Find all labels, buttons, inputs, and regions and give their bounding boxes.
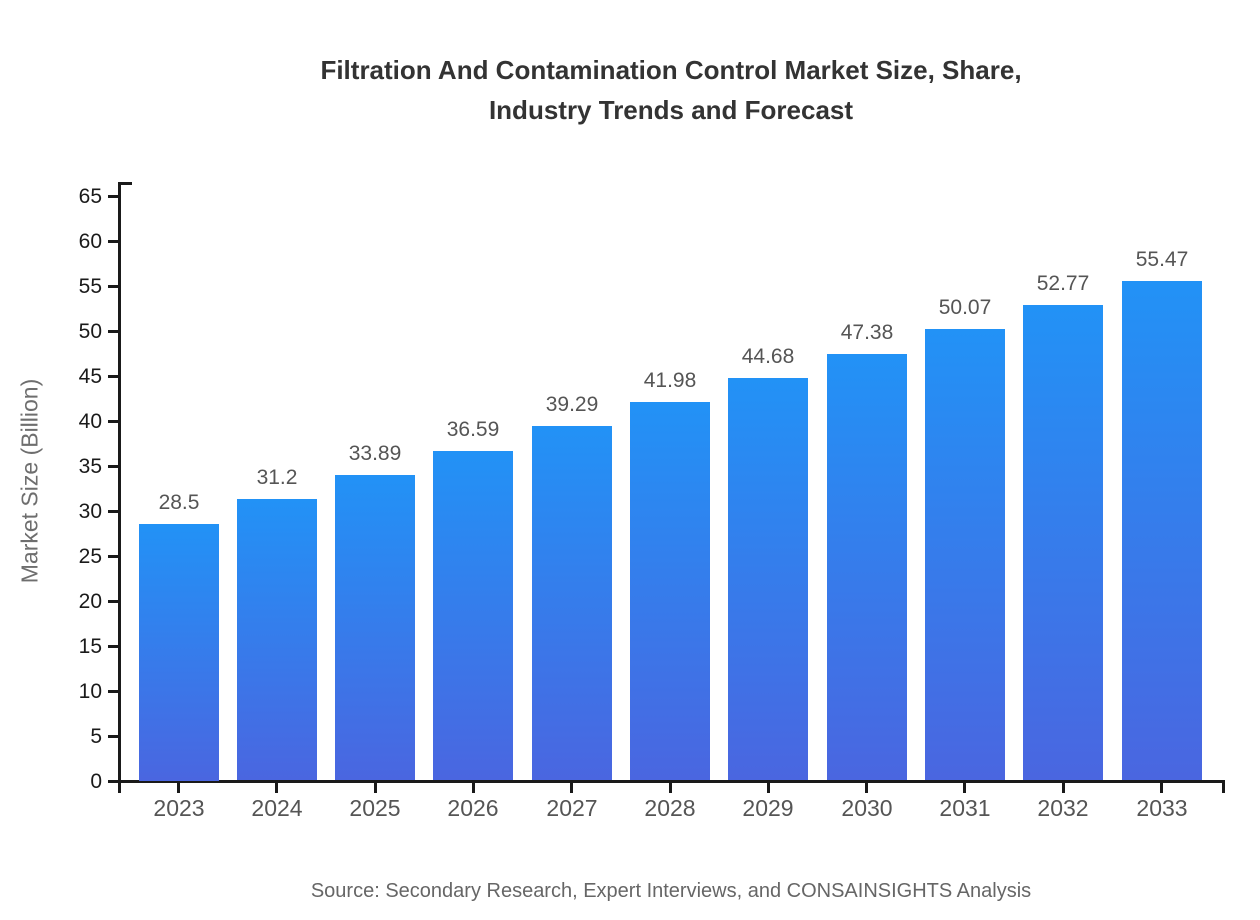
y-tick <box>108 330 118 333</box>
y-tick <box>108 285 118 288</box>
bar <box>1122 281 1202 780</box>
y-tick <box>108 240 118 243</box>
y-axis-top-cap <box>118 182 132 185</box>
x-tick <box>570 783 573 793</box>
y-tick <box>108 510 118 513</box>
bar-value-label: 31.2 <box>256 466 298 489</box>
x-tick-label: 2030 <box>841 795 893 821</box>
y-tick-label: 30 <box>78 500 102 523</box>
x-tick-label: 2027 <box>546 795 598 821</box>
x-tick <box>374 783 377 793</box>
y-tick-label: 5 <box>90 725 102 748</box>
y-tick-label: 0 <box>90 770 102 793</box>
y-tick <box>108 780 118 783</box>
y-tick-label: 55 <box>78 275 102 298</box>
x-tick <box>669 783 672 793</box>
y-tick <box>108 690 118 693</box>
y-tick <box>108 465 118 468</box>
bar <box>237 499 317 780</box>
y-tick <box>108 600 118 603</box>
y-tick-label: 25 <box>78 545 102 568</box>
bar-value-label: 50.07 <box>938 296 992 319</box>
x-tick-label: 2024 <box>251 795 303 821</box>
y-tick <box>108 420 118 423</box>
bar-value-label: 39.29 <box>545 393 599 416</box>
x-tick <box>472 783 475 793</box>
x-tick <box>963 783 966 793</box>
bar-value-label: 28.5 <box>158 491 200 514</box>
x-tick-label: 2028 <box>644 795 696 821</box>
bar-value-label: 33.89 <box>348 442 402 465</box>
y-tick-label: 35 <box>78 455 102 478</box>
bar-value-label: 36.59 <box>446 418 500 441</box>
x-tick <box>177 783 180 793</box>
chart-title: Filtration And Contamination Control Mar… <box>120 50 1222 130</box>
y-tick <box>108 195 118 198</box>
x-tick <box>1062 783 1065 793</box>
bar-value-label: 44.68 <box>741 345 795 368</box>
chart-title-line-1: Filtration And Contamination Control Mar… <box>320 55 1022 85</box>
y-tick-label: 20 <box>78 590 102 613</box>
y-tick <box>108 555 118 558</box>
x-tick-label: 2029 <box>742 795 794 821</box>
y-tick-label: 10 <box>78 680 102 703</box>
x-tick-label: 2033 <box>1136 795 1188 821</box>
x-axis-spine <box>118 780 1225 783</box>
bar-value-label: 52.77 <box>1036 272 1090 295</box>
y-axis-spine <box>118 182 121 793</box>
x-tick-label: 2025 <box>349 795 401 821</box>
bar <box>1023 305 1103 780</box>
bar <box>433 451 513 780</box>
x-tick <box>865 783 868 793</box>
y-tick-label: 45 <box>78 365 102 388</box>
bar <box>532 426 612 780</box>
source-note: Source: Secondary Research, Expert Inter… <box>310 880 1032 902</box>
chart-title-line-2: Industry Trends and Forecast <box>488 95 854 125</box>
bar <box>335 475 415 780</box>
bar <box>925 329 1005 780</box>
x-tick-label: 2031 <box>939 795 991 821</box>
bar <box>630 402 710 780</box>
y-tick-label: 15 <box>78 635 102 658</box>
x-axis-right-cap <box>1222 780 1225 793</box>
y-tick-label: 40 <box>78 410 102 433</box>
x-tick <box>275 783 278 793</box>
bar-value-label: 47.38 <box>840 321 894 344</box>
bar <box>139 524 219 781</box>
y-tick-label: 65 <box>78 185 102 208</box>
y-tick-label: 50 <box>78 320 102 343</box>
x-tick <box>1160 783 1163 793</box>
bar <box>827 354 907 780</box>
y-tick <box>108 645 118 648</box>
bar-value-label: 55.47 <box>1135 248 1189 271</box>
x-tick <box>767 783 770 793</box>
y-tick <box>108 375 118 378</box>
x-tick-label: 2026 <box>447 795 499 821</box>
bar <box>728 378 808 780</box>
y-tick <box>108 735 118 738</box>
x-tick-label: 2023 <box>153 795 205 821</box>
y-tick-label: 60 <box>78 230 102 253</box>
bar-value-label: 41.98 <box>643 369 697 392</box>
x-tick-label: 2032 <box>1037 795 1089 821</box>
